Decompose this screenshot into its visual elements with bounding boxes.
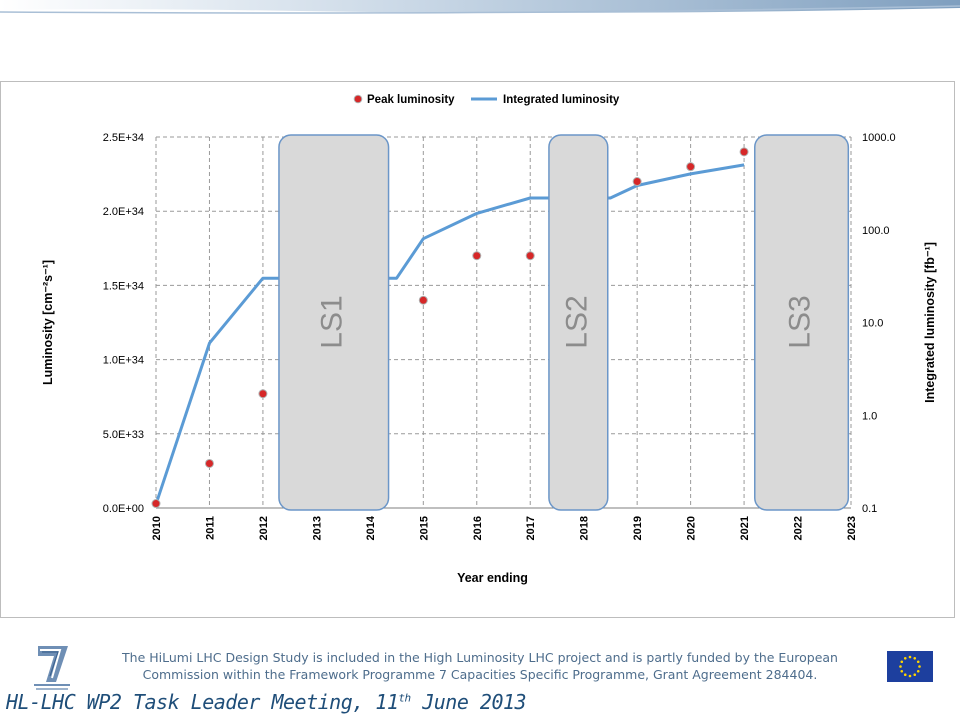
x-tick-label: 2019 bbox=[632, 516, 644, 540]
y-left-tick-label: 2.0E+34 bbox=[103, 206, 144, 218]
luminosity-chart: 0.0E+00 5.0E+33 1.0E+34 1.5E+34 2.0E+34 2.5E+… bbox=[41, 94, 937, 585]
x-tick-label: 2010 bbox=[151, 516, 163, 540]
x-axis-title: Year ending bbox=[457, 571, 528, 585]
peak-luminosity-point bbox=[151, 499, 161, 509]
x-tick-label: 2012 bbox=[258, 516, 270, 540]
peak-luminosity-point bbox=[686, 162, 696, 172]
meeting-title: HL-LHC WP2 Task Leader Meeting, 11th Jun… bbox=[6, 690, 527, 714]
x-tick-label: 2013 bbox=[311, 516, 323, 540]
shutdown-label-ls1: LS1 bbox=[316, 295, 349, 348]
peak-luminosity-point bbox=[418, 295, 428, 305]
chart-frame: 0.0E+00 5.0E+33 1.0E+34 1.5E+34 2.0E+34 2.5E+… bbox=[0, 81, 955, 618]
eu-star bbox=[916, 669, 920, 673]
funding-note-line-1: The HiLumi LHC Design Study is included … bbox=[122, 650, 838, 665]
x-tick-label: 2018 bbox=[579, 516, 591, 540]
y-right-tick-label: 0.1 bbox=[862, 503, 877, 515]
x-tick-label: 2015 bbox=[418, 516, 430, 540]
shutdown-box-ls3 bbox=[754, 134, 850, 511]
y-left-tick-label: 1.0E+34 bbox=[103, 355, 144, 367]
y-left-tick-label: 2.5E+34 bbox=[103, 132, 144, 144]
peak-luminosity-point bbox=[258, 389, 268, 399]
integrated-luminosity-line bbox=[154, 163, 745, 505]
eu-star bbox=[899, 665, 902, 668]
y-left-tick-label: 5.0E+33 bbox=[103, 429, 144, 441]
eu-star bbox=[903, 673, 907, 677]
shutdown-label-ls2: LS2 bbox=[560, 295, 593, 348]
peak-luminosity-point bbox=[739, 147, 749, 157]
shutdown-box-ls2 bbox=[548, 134, 609, 511]
shutdown-box-ls1 bbox=[278, 134, 390, 511]
peak-luminosity-point bbox=[472, 251, 482, 261]
eu-star bbox=[908, 674, 912, 678]
eu-star bbox=[903, 656, 907, 660]
y-right-axis-title: Integrated luminosity [fb⁻¹] bbox=[923, 242, 937, 403]
x-tick-label: 2011 bbox=[204, 516, 216, 540]
shutdown-label-ls3: LS3 bbox=[783, 295, 816, 348]
x-tick-label: 2021 bbox=[739, 516, 751, 540]
x-tick-label: 2020 bbox=[686, 516, 698, 540]
legend-integrated-label: Integrated luminosity bbox=[503, 94, 620, 106]
peak-luminosity-point bbox=[632, 177, 642, 187]
y-right-tick-label: 100.0 bbox=[862, 225, 890, 237]
y-right-tick-label: 1000.0 bbox=[862, 132, 896, 144]
eu-flag-icon bbox=[887, 651, 933, 682]
header-decoration bbox=[0, 0, 960, 14]
legend-peak-label: Peak luminosity bbox=[367, 94, 455, 106]
peak-luminosity-point bbox=[525, 251, 535, 261]
eu-star bbox=[916, 660, 920, 664]
eu-star bbox=[900, 669, 904, 673]
eu-star bbox=[913, 656, 917, 660]
eu-star bbox=[908, 655, 912, 659]
legend-peak-marker bbox=[353, 94, 363, 104]
funding-note: The HiLumi LHC Design Study is included … bbox=[100, 649, 860, 683]
y-left-tick-label: 0.0E+00 bbox=[103, 503, 144, 515]
y-left-tick-label: 1.5E+34 bbox=[103, 280, 144, 292]
x-tick-label: 2022 bbox=[793, 516, 805, 540]
eu-star bbox=[913, 673, 917, 677]
x-tick-label: 2017 bbox=[525, 516, 537, 540]
y-left-axis-title: Luminosity [cm⁻²s⁻¹] bbox=[41, 260, 55, 385]
x-tick-label: 2016 bbox=[472, 516, 484, 540]
eu-star bbox=[900, 660, 904, 664]
fp7-logo bbox=[34, 646, 70, 690]
x-tick-label: 2023 bbox=[846, 516, 858, 540]
peak-luminosity-point bbox=[204, 458, 214, 468]
funding-note-line-2: Commission within the Framework Programm… bbox=[142, 667, 818, 682]
eu-star bbox=[918, 665, 921, 668]
x-tick-label: 2014 bbox=[365, 515, 377, 540]
y-right-tick-label: 10.0 bbox=[862, 318, 883, 330]
y-right-tick-label: 1.0 bbox=[862, 410, 877, 422]
